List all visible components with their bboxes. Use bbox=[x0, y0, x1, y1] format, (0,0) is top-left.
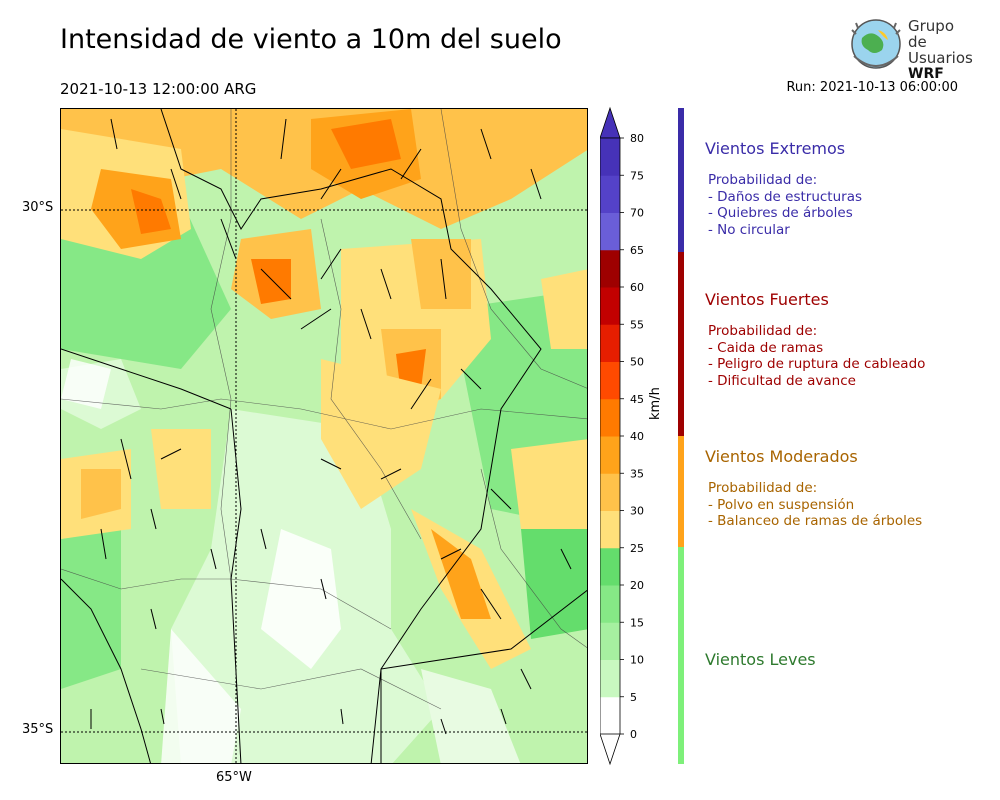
colorbar-tick-label: 20 bbox=[630, 579, 644, 592]
colorbar-segment bbox=[600, 398, 620, 437]
legend-bar-moderados bbox=[678, 436, 684, 547]
colorbar-segment bbox=[600, 138, 620, 176]
colorbar-tick-label: 60 bbox=[630, 281, 644, 294]
colorbar-tick-label: 35 bbox=[630, 467, 644, 480]
colorbar-segment bbox=[600, 510, 620, 549]
wind-map bbox=[60, 108, 588, 764]
legend-title-extremos: Vientos Extremos bbox=[705, 139, 846, 158]
colorbar-segment bbox=[600, 585, 620, 623]
map-title: Intensidad de viento a 10m del suelo bbox=[60, 24, 562, 55]
colorbar-tick-label: 65 bbox=[630, 244, 644, 257]
colorbar-tick-label: 45 bbox=[630, 393, 644, 406]
colorbar-unit-label: km/h bbox=[648, 387, 663, 420]
colorbar-segment bbox=[600, 473, 620, 511]
logo-text: Grupo de Usuarios WRF bbox=[908, 18, 973, 82]
colorbar-tick-label: 70 bbox=[630, 207, 644, 220]
logo-line-1: Grupo de bbox=[908, 17, 954, 51]
wind-category-legend: Vientos Extremos Probabilidad de: - Daño… bbox=[676, 108, 976, 764]
lat-label-30s: 30°S bbox=[22, 200, 54, 215]
colorbar-tick-label: 40 bbox=[630, 430, 644, 443]
colorbar-tick-label: 50 bbox=[630, 356, 644, 369]
legend-desc-moderados: Probabilidad de: - Polvo en suspensión -… bbox=[708, 480, 923, 529]
colorbar-tick-label: 5 bbox=[630, 691, 637, 704]
run-time: Run: 2021-10-13 06:00:00 bbox=[786, 80, 958, 95]
colorbar-segment bbox=[600, 287, 620, 325]
legend-desc-extremos: Probabilidad de: - Daños de estructuras … bbox=[708, 172, 863, 238]
wind-speed-field bbox=[61, 109, 587, 763]
colorbar-tick-label: 15 bbox=[630, 616, 644, 629]
legend-bar-extremos bbox=[678, 108, 684, 252]
logo-line-3: WRF bbox=[908, 66, 944, 82]
colorbar-segment bbox=[600, 547, 620, 586]
lat-label-35s: 35°S bbox=[22, 722, 54, 737]
legend-title-moderados: Vientos Moderados bbox=[705, 447, 858, 466]
globe-icon bbox=[851, 19, 901, 69]
colorbar-segment bbox=[600, 249, 620, 288]
colorbar-tick-label: 75 bbox=[630, 169, 644, 182]
colorbar-tick-label: 80 bbox=[630, 132, 644, 145]
colorbar-segment bbox=[600, 659, 620, 698]
colorbar-tick-label: 10 bbox=[630, 654, 644, 667]
legend-bar-leves bbox=[678, 547, 684, 764]
colorbar-tick-label: 0 bbox=[630, 728, 637, 741]
colorbar-segment bbox=[600, 175, 620, 213]
colorbar-segment bbox=[600, 622, 620, 660]
lon-label-65w: 65°W bbox=[216, 770, 252, 785]
legend-title-leves: Vientos Leves bbox=[705, 650, 816, 669]
colorbar-segment bbox=[600, 696, 620, 735]
legend-title-fuertes: Vientos Fuertes bbox=[705, 290, 829, 309]
colorbar-segment bbox=[600, 324, 620, 362]
colorbar-tick-label: 25 bbox=[630, 542, 644, 555]
wrf-users-group-logo: Grupo de Usuarios WRF bbox=[848, 16, 973, 82]
logo-line-2: Usuarios bbox=[908, 49, 973, 67]
colorbar-segment bbox=[600, 436, 620, 474]
colorbar-tick-label: 55 bbox=[630, 318, 644, 331]
colorbar-tick-label: 30 bbox=[630, 505, 644, 518]
legend-bar-fuertes bbox=[678, 252, 684, 436]
wind-speed-colorbar: 0 5 10 15 20 25 30 35 40 45 50 55 60 65 70 75 80 bbox=[600, 106, 644, 766]
colorbar-segment bbox=[600, 212, 620, 251]
colorbar-extend-min bbox=[600, 733, 621, 766]
valid-time: 2021-10-13 12:00:00 ARG bbox=[60, 80, 257, 98]
colorbar-extend-max bbox=[600, 106, 621, 139]
colorbar-segment bbox=[600, 361, 620, 400]
legend-desc-fuertes: Probabilidad de: - Caida de ramas - Peli… bbox=[708, 323, 926, 389]
